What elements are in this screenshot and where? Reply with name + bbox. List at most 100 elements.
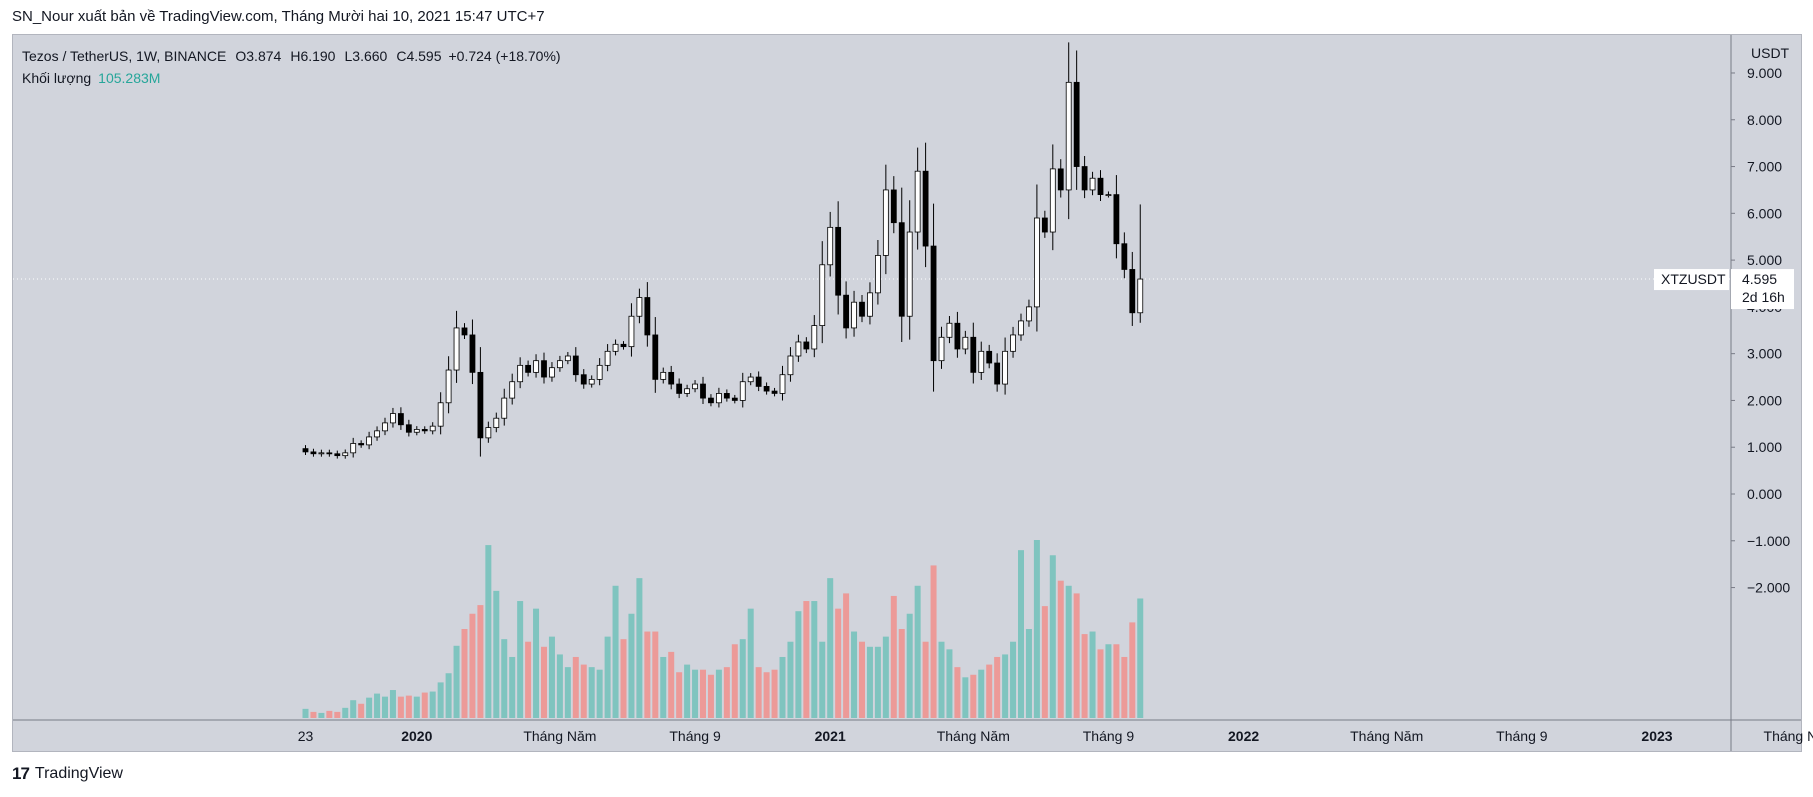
- candle-body: [421, 429, 428, 432]
- candle-body: [787, 355, 794, 376]
- candle-body: [962, 336, 969, 350]
- candle: [962, 330, 969, 355]
- volume-bar: [660, 656, 667, 718]
- candle-body: [731, 397, 738, 401]
- volume-bar: [509, 656, 516, 718]
- volume-bar: [366, 697, 373, 718]
- candle-body: [692, 383, 698, 390]
- candle-body: [803, 341, 810, 350]
- candle: [1081, 156, 1088, 199]
- candle: [898, 187, 905, 342]
- volume-bar: [493, 590, 500, 718]
- publish-line: SN_Nour xuất bản về TradingView.com, Thá…: [12, 8, 545, 25]
- volume-bar: [819, 641, 826, 718]
- candle-body: [469, 334, 476, 373]
- legend: Tezos / TetherUS, 1W, BINANCE O3.874 H6.19…: [22, 45, 561, 89]
- volume-bar: [962, 677, 969, 718]
- candle: [692, 380, 698, 393]
- volume-bar: [517, 601, 524, 718]
- candle: [978, 341, 985, 380]
- candle: [397, 407, 404, 430]
- candle: [477, 347, 484, 457]
- candle: [731, 394, 738, 404]
- volume-bar: [707, 674, 714, 718]
- candle: [1129, 251, 1136, 326]
- candle: [906, 200, 913, 340]
- candle: [557, 355, 563, 372]
- candle-body: [882, 189, 889, 256]
- candle-body: [986, 350, 993, 364]
- volume-bar: [358, 703, 365, 718]
- candle: [596, 358, 603, 386]
- candle: [882, 164, 889, 275]
- candle-body: [739, 381, 746, 401]
- legend-symbol: Tezos / TetherUS, 1W, BINANCE: [22, 48, 227, 64]
- volume-bar: [1002, 654, 1009, 718]
- candle: [342, 449, 349, 459]
- candle-body: [493, 417, 500, 428]
- candle-body: [397, 413, 404, 426]
- y-tick-label: 5.000: [1747, 252, 1782, 268]
- candle-body: [954, 322, 961, 350]
- volume-bar: [803, 601, 810, 718]
- candle-body: [1010, 334, 1016, 352]
- volume-bar: [1089, 631, 1096, 718]
- candle: [405, 419, 412, 437]
- legend-change: +0.724 (+18.70%): [448, 48, 561, 64]
- candle-body: [819, 264, 826, 326]
- volume-bar: [898, 629, 905, 718]
- candle: [1049, 144, 1056, 251]
- candle-body: [843, 294, 849, 329]
- candle-body: [517, 364, 524, 383]
- candle: [644, 282, 651, 347]
- candle-body: [684, 388, 690, 394]
- candle: [318, 449, 325, 457]
- volume-bar: [723, 667, 730, 718]
- candle: [533, 354, 539, 378]
- price-tag-box: [1731, 269, 1794, 310]
- volume-bar: [715, 669, 722, 718]
- tradingview-watermark[interactable]: 17 TradingView: [12, 764, 123, 784]
- candle: [310, 448, 317, 457]
- candle: [541, 352, 547, 384]
- candle: [461, 323, 468, 340]
- candle: [922, 142, 929, 268]
- candle-body: [1065, 81, 1072, 191]
- candle: [413, 426, 420, 436]
- volume-bars: [302, 540, 1144, 718]
- volume-bar: [413, 696, 420, 718]
- volume-bar: [382, 696, 388, 718]
- candle-body: [334, 453, 341, 457]
- candle-body: [1129, 269, 1136, 314]
- y-tick-label: 7.000: [1747, 159, 1782, 175]
- candle: [334, 450, 341, 459]
- volume-bar: [1137, 598, 1144, 718]
- candle: [827, 211, 834, 277]
- candle-body: [541, 360, 547, 378]
- volume-bar: [556, 654, 563, 718]
- volume-bar: [644, 631, 651, 718]
- volume-bar: [779, 656, 786, 718]
- candle-body: [533, 360, 539, 373]
- candle: [350, 437, 357, 458]
- axes: [13, 35, 1801, 751]
- volume-bar: [1010, 641, 1017, 718]
- candle-body: [994, 362, 1001, 385]
- volume-bar: [922, 641, 929, 718]
- candle-body: [620, 343, 627, 348]
- candle: [994, 353, 1001, 392]
- candle: [1089, 171, 1096, 196]
- volume-bar: [485, 545, 492, 718]
- volume-bar: [437, 682, 444, 718]
- candle-body: [898, 222, 905, 317]
- candle: [668, 365, 675, 390]
- candle: [580, 369, 587, 389]
- legend-c-value: 4.595: [406, 48, 442, 64]
- candle-body: [485, 427, 492, 439]
- volume-bar: [1113, 644, 1120, 718]
- legend-l-label: L: [344, 48, 353, 64]
- y-tick-label: 0.000: [1747, 486, 1782, 502]
- candle: [1113, 175, 1120, 259]
- x-tick-label: Tháng 9: [1083, 728, 1135, 744]
